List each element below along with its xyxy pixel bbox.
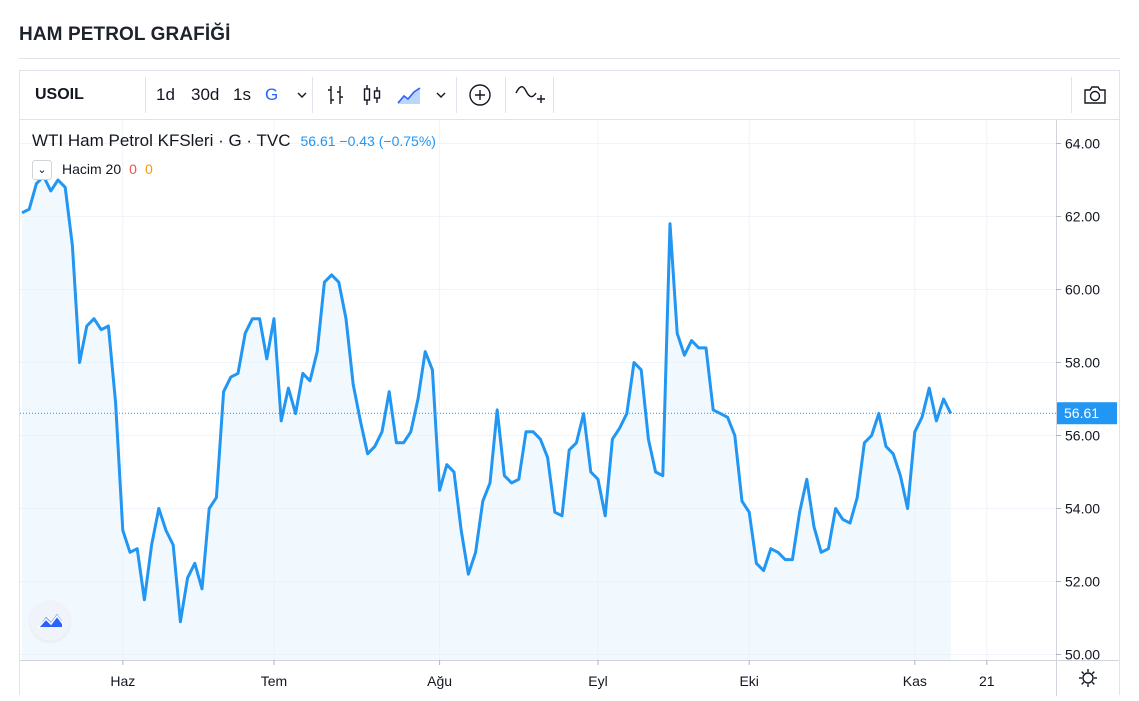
toolbar-divider bbox=[312, 77, 313, 113]
x-tick-label: 21 bbox=[979, 673, 995, 689]
toolbar-divider bbox=[553, 77, 554, 113]
toolbar-divider bbox=[1071, 77, 1072, 113]
last-price-label: 56.61 bbox=[1064, 405, 1099, 421]
title-divider bbox=[19, 58, 1120, 59]
symbol-search-button[interactable]: USOIL bbox=[35, 86, 84, 103]
camera-icon[interactable] bbox=[1081, 81, 1109, 109]
x-tick-label: Kas bbox=[903, 673, 927, 689]
volume-legend: ⌄ Hacim 20 0 0 bbox=[32, 158, 153, 181]
price-line bbox=[21, 174, 953, 624]
add-compare-icon[interactable] bbox=[466, 81, 494, 109]
interval-1s-button[interactable]: 1s bbox=[233, 85, 251, 104]
y-tick-label: 58.00 bbox=[1065, 355, 1100, 371]
toolbar-divider bbox=[145, 77, 146, 113]
volume-ma-value: 0 bbox=[144, 161, 153, 177]
toolbar-divider bbox=[456, 77, 457, 113]
y-tick-label: 60.00 bbox=[1065, 282, 1100, 298]
y-tick-label: 54.00 bbox=[1065, 501, 1100, 517]
bar-style-icon[interactable] bbox=[322, 81, 350, 109]
x-tick-label: Tem bbox=[261, 673, 287, 689]
interval-1d-button[interactable]: 1d bbox=[156, 85, 175, 104]
area-style-icon[interactable] bbox=[395, 81, 423, 109]
y-tick-label: 56.00 bbox=[1065, 428, 1100, 444]
x-tick-label: Haz bbox=[110, 673, 135, 689]
volume-label: Hacim 20 bbox=[62, 161, 122, 177]
last-price-tag bbox=[1057, 402, 1117, 425]
interval-g-button[interactable]: G bbox=[265, 85, 279, 104]
toolbar-divider bbox=[505, 77, 506, 113]
chart-toolbar: USOIL 1d 30d 1s G bbox=[20, 71, 1119, 120]
symbol-legend-values: 56.61 −0.43 (−0.75%) bbox=[300, 133, 436, 149]
x-tick-label: Eki bbox=[739, 673, 758, 689]
chevron-down-icon[interactable] bbox=[288, 81, 316, 109]
y-tick-label: 62.00 bbox=[1065, 209, 1100, 225]
symbol-legend: WTI Ham Petrol KFSleri · G · TVC 56.61 −0… bbox=[32, 130, 436, 152]
candle-style-icon[interactable] bbox=[358, 81, 386, 109]
chevron-down-icon[interactable] bbox=[427, 81, 455, 109]
price-area-fill bbox=[22, 176, 951, 661]
chart-area[interactable]: 64.00 62.00 60.00 58.00 56.00 54.00 52.00 50.00… bbox=[20, 120, 1119, 696]
page-title: HAM PETROL GRAFİĞİ bbox=[19, 24, 231, 45]
x-tick-label: Eyl bbox=[588, 673, 607, 689]
chevron-down-icon[interactable]: ⌄ bbox=[32, 160, 52, 181]
volume-value: 0 bbox=[129, 161, 137, 177]
y-tick-label: 50.00 bbox=[1065, 647, 1100, 663]
settings-gear-icon[interactable] bbox=[1079, 669, 1097, 687]
chart-widget: USOIL 1d 30d 1s G bbox=[19, 70, 1120, 696]
price-chart[interactable]: 64.00 62.00 60.00 58.00 56.00 54.00 52.00 50.00… bbox=[20, 120, 1119, 696]
y-tick-label: 64.00 bbox=[1065, 136, 1100, 152]
x-tick-label: Ağu bbox=[427, 673, 452, 689]
symbol-legend-name: WTI Ham Petrol KFSleri · G · TVC bbox=[32, 131, 291, 150]
interval-30d-button[interactable]: 30d bbox=[191, 85, 220, 104]
tradingview-logo-icon[interactable] bbox=[30, 601, 70, 641]
y-tick-label: 52.00 bbox=[1065, 574, 1100, 590]
indicators-icon[interactable] bbox=[514, 81, 545, 109]
